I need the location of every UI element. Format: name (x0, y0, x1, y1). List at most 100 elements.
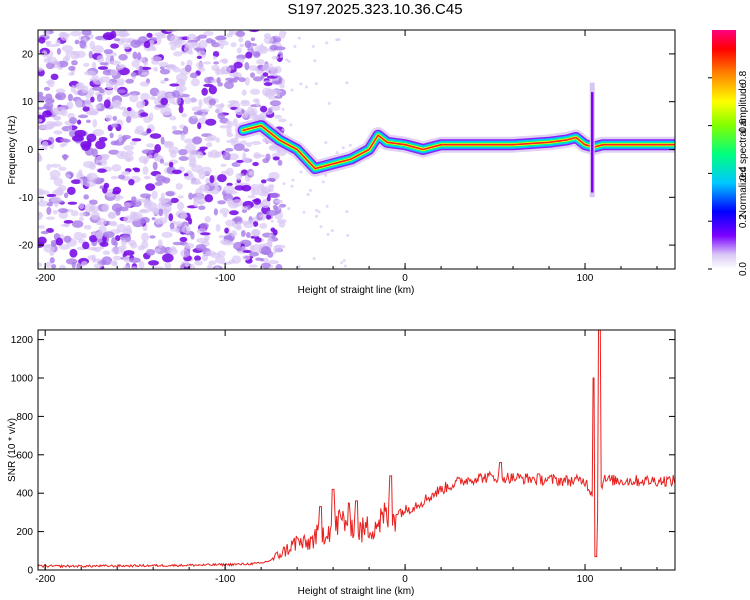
noise-dot (306, 192, 310, 196)
noise-blob (249, 112, 256, 116)
noise-blob (197, 200, 204, 205)
noise-blob (95, 104, 102, 109)
noise-blob (184, 64, 192, 73)
noise-blob (38, 36, 46, 44)
snr-ylabel: SNR (10 * v/v) (7, 418, 18, 482)
noise-dot (290, 184, 294, 188)
noise-blob (89, 40, 96, 50)
noise-blob (47, 78, 55, 88)
colorbar-tick-label: 0.2 (738, 214, 749, 228)
noise-blob (218, 234, 225, 239)
noise-dot (289, 123, 293, 127)
noise-blob (233, 61, 243, 69)
noise-blob (235, 30, 246, 38)
noise-blob (53, 130, 63, 135)
noise-blob (110, 69, 118, 76)
noise-blob (147, 260, 160, 266)
noise-blob (196, 55, 202, 60)
noise-blob (249, 88, 261, 95)
noise-blob (49, 257, 55, 264)
noise-blob (114, 197, 121, 202)
noise-blob (70, 50, 80, 60)
noise-blob (120, 38, 132, 44)
noise-dot (327, 101, 331, 105)
noise-blob (215, 137, 221, 143)
noise-blob (53, 115, 62, 121)
noise-blob (75, 83, 83, 89)
noise-blob (55, 39, 61, 47)
noise-blob (180, 132, 186, 141)
noise-dot (270, 106, 274, 110)
noise-blob (91, 75, 100, 79)
noise-blob (130, 266, 139, 269)
noise-blob (168, 247, 178, 256)
noise-blob (204, 233, 210, 242)
noise-blob (96, 93, 103, 103)
noise-blob (152, 161, 158, 171)
noise-dot (277, 94, 281, 98)
noise-blob (193, 111, 203, 116)
noise-blob (82, 105, 90, 112)
noise-blob (257, 46, 269, 54)
noise-blob (140, 92, 150, 102)
noise-blob (227, 100, 240, 104)
noise-blob (200, 232, 211, 236)
noise-blob (130, 242, 138, 249)
noise-blob (67, 93, 74, 102)
noise-blob (208, 104, 213, 109)
noise-blob (158, 61, 169, 67)
noise-blob (68, 65, 76, 71)
spectrogram-y-tick-label: 0 (27, 145, 33, 156)
noise-blob (272, 204, 278, 211)
noise-blob (105, 55, 111, 65)
noise-blob (204, 215, 211, 223)
noise-blob (236, 221, 242, 230)
spectrogram-y-tick-label: 20 (22, 49, 34, 60)
noise-blob (266, 209, 279, 216)
noise-blob (213, 61, 220, 65)
noise-blob (242, 249, 253, 253)
noise-blob (220, 239, 229, 245)
noise-blob (58, 211, 68, 219)
noise-blob (199, 222, 209, 229)
noise-blob (81, 232, 87, 239)
noise-blob (194, 255, 201, 262)
noise-blob (208, 260, 217, 266)
noise-blob (129, 257, 141, 263)
noise-dot (312, 257, 316, 261)
noise-blob (162, 208, 168, 215)
noise-blob (224, 147, 234, 152)
noise-blob (43, 86, 51, 91)
noise-blob (88, 50, 94, 59)
noise-blob (199, 146, 208, 150)
noise-blob (97, 168, 107, 173)
noise-blob (136, 52, 142, 61)
noise-blob (55, 94, 62, 99)
snr-y-tick-label: 1000 (11, 374, 34, 385)
noise-blob (125, 225, 132, 234)
noise-blob (45, 216, 56, 220)
noise-blob (38, 212, 43, 218)
snr-y-ticks: 0 200 400 600 800 1000 1200 (11, 335, 675, 577)
noise-dot (266, 68, 270, 72)
noise-blob (149, 235, 156, 239)
noise-blob (38, 262, 43, 268)
noise-blob (153, 67, 159, 72)
snr-y-tick-label: 800 (16, 412, 33, 423)
noise-blob (263, 82, 273, 87)
noise-blob (198, 205, 206, 210)
noise-blob (180, 61, 185, 66)
noise-blob (61, 45, 74, 52)
noise-blob (84, 203, 96, 212)
noise-blob (267, 96, 276, 100)
noise-blob (135, 198, 142, 202)
snr-series-line (38, 330, 675, 569)
noise-blob (41, 140, 49, 149)
noise-blob (245, 232, 251, 238)
noise-blob (132, 51, 138, 60)
noise-blob (181, 225, 191, 234)
noise-dot (314, 208, 318, 212)
noise-dot (297, 265, 301, 269)
noise-blob (93, 262, 103, 269)
